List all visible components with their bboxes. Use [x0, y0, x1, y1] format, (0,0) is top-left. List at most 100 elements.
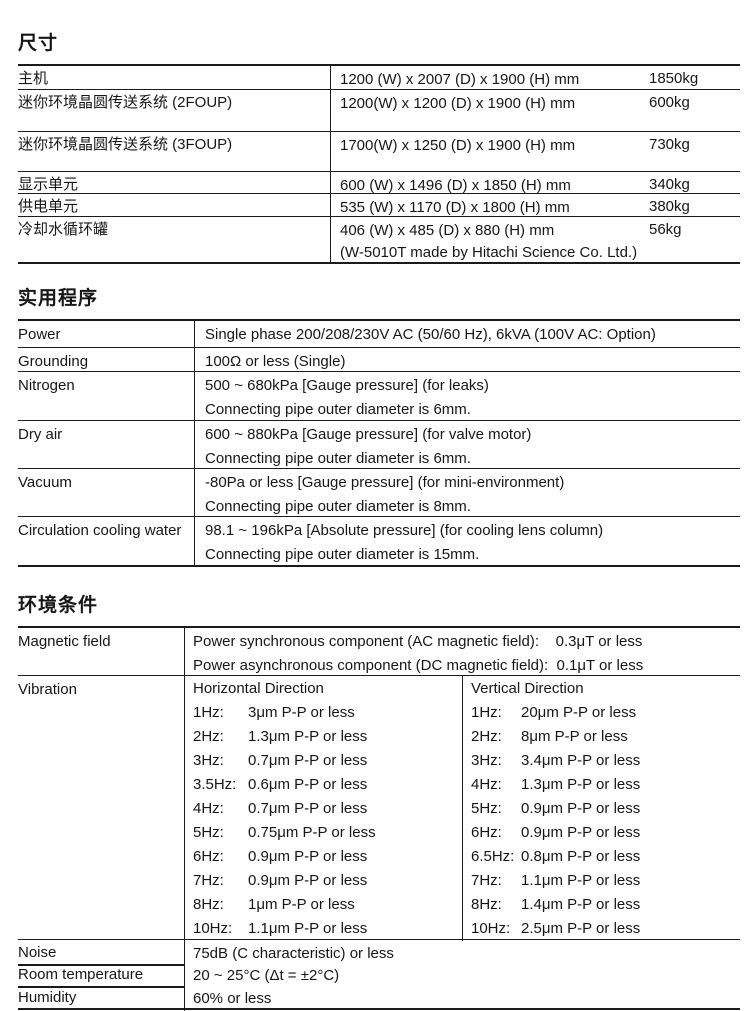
- humidity-row: Humidity 60% or less: [18, 985, 740, 1011]
- vibration-amplitude: 0.7μm P-P or less: [248, 752, 368, 769]
- dimension-size-text: 1200(W) x 1200 (D) x 1900 (H) mm: [340, 95, 576, 112]
- vibration-amplitude: 1.3μm P-P or less: [521, 776, 641, 793]
- utility-label: Grounding: [18, 348, 195, 374]
- vibration-value: Horizontal Direction 1Hz: 3μm P-P or less 2…: [185, 676, 740, 941]
- vibration-entry: 4Hz: 0.7μm P-P or less: [193, 797, 462, 821]
- dimension-row: 冷却水循环罐 406 (W) x 485 (D) x 880 (H) mm (W-5…: [18, 216, 740, 264]
- utility-row: Dry air 600 ~ 880kPa [Gauge pressure] (fo…: [18, 420, 740, 471]
- utility-value: Single phase 200/208/230V AC (50/60 Hz),…: [195, 321, 740, 347]
- magnetic-field-label: Magnetic field: [18, 628, 185, 678]
- dimension-label: 显示单元: [18, 172, 331, 197]
- dimension-size-text: 600 (W) x 1496 (D) x 1850 (H) mm: [340, 177, 571, 194]
- section-title-environment: 环境条件: [18, 595, 99, 616]
- vibration-direction-header: Horizontal Direction: [193, 680, 324, 697]
- dimension-row: 主机 1200 (W) x 2007 (D) x 1900 (H) mm 1850k…: [18, 66, 740, 91]
- utility-row: Vacuum -80Pa or less [Gauge pressure] (fo…: [18, 468, 740, 519]
- room-temperature-row: Room temperature 20 ~ 25°C (Δt = ±2°C): [18, 962, 740, 988]
- dimension-label: 供电单元: [18, 194, 331, 219]
- env-value: 75dB (C characteristic) or less: [185, 940, 740, 966]
- utility-label: Vacuum: [18, 469, 195, 519]
- utility-value: 100Ω or less (Single): [195, 348, 740, 374]
- vibration-entry: 5Hz: 0.9μm P-P or less: [471, 797, 740, 821]
- dimension-row: 迷你环境晶圆传送系统 (3FOUP) 1700(W) x 1250 (D) x 1…: [18, 131, 740, 171]
- vibration-frequency: 6Hz:: [193, 848, 224, 865]
- vibration-frequency: 6.5Hz:: [471, 848, 515, 865]
- vibration-frequency: 5Hz:: [471, 800, 502, 817]
- vibration-entry: 7Hz: 0.9μm P-P or less: [193, 869, 462, 893]
- utility-row: Circulation cooling water 98.1 ~ 196kPa […: [18, 516, 740, 567]
- utility-value-line: Connecting pipe outer diameter is 6mm.: [205, 401, 471, 418]
- vibration-amplitude: 1.3μm P-P or less: [248, 728, 368, 745]
- utility-value-line: -80Pa or less [Gauge pressure] (for mini…: [205, 474, 565, 491]
- env-value: 60% or less: [185, 985, 740, 1011]
- vibration-frequency: 2Hz:: [471, 728, 502, 745]
- dimension-weight: 380kg: [649, 198, 690, 215]
- vibration-amplitude: 8μm P-P or less: [521, 728, 628, 745]
- vibration-frequency: 1Hz:: [471, 704, 502, 721]
- utility-row: Power Single phase 200/208/230V AC (50/60…: [18, 321, 740, 347]
- vibration-entry: 3Hz: 0.7μm P-P or less: [193, 749, 462, 773]
- vibration-frequency: 10Hz:: [471, 920, 511, 937]
- noise-row: Noise 75dB (C characteristic) or less: [18, 939, 740, 966]
- dimension-weight: 1850kg: [649, 70, 699, 87]
- utility-value: 98.1 ~ 196kPa [Absolute pressure] (for c…: [195, 517, 740, 567]
- vibration-entry: 10Hz: 1.1μm P-P or less: [193, 917, 462, 941]
- dimension-row: 显示单元 600 (W) x 1496 (D) x 1850 (H) mm 340k…: [18, 171, 740, 197]
- vibration-frequency: 6Hz:: [471, 824, 502, 841]
- section-title-utilities: 实用程序: [18, 288, 99, 309]
- vibration-amplitude: 0.75μm P-P or less: [248, 824, 376, 841]
- vibration-frequency: 1Hz:: [193, 704, 224, 721]
- utility-label: Circulation cooling water: [18, 517, 195, 567]
- vibration-entry: 6Hz: 0.9μm P-P or less: [193, 845, 462, 869]
- vibration-amplitude: 0.6μm P-P or less: [248, 776, 368, 793]
- dimension-label: 主机: [18, 66, 331, 91]
- dimension-label: 迷你环境晶圆传送系统 (3FOUP): [18, 132, 331, 171]
- utility-value-line: 98.1 ~ 196kPa [Absolute pressure] (for c…: [205, 522, 604, 539]
- vibration-amplitude: 0.9μm P-P or less: [521, 824, 641, 841]
- utility-label: Nitrogen: [18, 372, 195, 422]
- dimension-size-text: 535 (W) x 1170 (D) x 1800 (H) mm: [340, 199, 570, 216]
- vibration-label: Vibration: [18, 676, 185, 941]
- utility-value-line: Connecting pipe outer diameter is 15mm.: [205, 546, 480, 563]
- utility-row: Nitrogen 500 ~ 680kPa [Gauge pressure] (f…: [18, 371, 740, 422]
- dimension-label: 冷却水循环罐: [18, 217, 331, 264]
- vibration-amplitude: 0.9μm P-P or less: [248, 872, 368, 889]
- vibration-amplitude: 2.5μm P-P or less: [521, 920, 641, 937]
- vibration-amplitude: 0.9μm P-P or less: [248, 848, 368, 865]
- vibration-amplitude: 3.4μm P-P or less: [521, 752, 641, 769]
- vibration-amplitude: 3μm P-P or less: [248, 704, 355, 721]
- vibration-entry: 7Hz: 1.1μm P-P or less: [471, 869, 740, 893]
- vibration-frequency: 4Hz:: [471, 776, 502, 793]
- utility-label: Dry air: [18, 421, 195, 471]
- magnetic-field-line: Power synchronous component (AC magnetic…: [193, 633, 643, 650]
- vibration-entry: 2Hz: 1.3μm P-P or less: [193, 725, 462, 749]
- vibration-amplitude: 0.8μm P-P or less: [521, 848, 641, 865]
- dimension-size: 1200(W) x 1200 (D) x 1900 (H) mm: [331, 90, 647, 131]
- section-title-dimensions: 尺寸: [18, 33, 59, 54]
- utilities-table: Power Single phase 200/208/230V AC (50/60…: [18, 319, 740, 567]
- dimension-size: 1200 (W) x 2007 (D) x 1900 (H) mm: [331, 66, 647, 91]
- vibration-amplitude: 0.7μm P-P or less: [248, 800, 368, 817]
- dimension-note: (W-5010T made by Hitachi Science Co. Ltd…: [340, 244, 638, 261]
- utility-value-line: 600 ~ 880kPa [Gauge pressure] (for valve…: [205, 426, 532, 443]
- vibration-frequency: 3.5Hz:: [193, 776, 237, 793]
- env-value: 20 ~ 25°C (Δt = ±2°C): [185, 962, 740, 988]
- vibration-frequency: 3Hz:: [193, 752, 224, 769]
- env-label: Noise: [18, 940, 185, 966]
- vibration-row: Vibration Horizontal Direction 1Hz: 3μm P-P…: [18, 675, 740, 941]
- dimension-row: 迷你环境晶圆传送系统 (2FOUP) 1200(W) x 1200 (D) x 1…: [18, 89, 740, 131]
- vibration-frequency: 8Hz:: [193, 896, 224, 913]
- environment-table: Magnetic field Power synchronous componen…: [18, 626, 740, 1011]
- utility-value-line: Connecting pipe outer diameter is 8mm.: [205, 498, 471, 515]
- vibration-horizontal-column: Horizontal Direction 1Hz: 3μm P-P or less 2…: [185, 676, 462, 941]
- utility-value-line: Connecting pipe outer diameter is 6mm.: [205, 450, 471, 467]
- dimension-size: 600 (W) x 1496 (D) x 1850 (H) mm: [331, 172, 647, 197]
- utility-value: 600 ~ 880kPa [Gauge pressure] (for valve…: [195, 421, 740, 471]
- magnetic-field-line: Power asynchronous component (DC magneti…: [193, 657, 644, 674]
- dimension-weight: 340kg: [649, 176, 690, 193]
- vibration-amplitude: 1.1μm P-P or less: [248, 920, 368, 937]
- vibration-amplitude: 0.9μm P-P or less: [521, 800, 641, 817]
- dimension-label: 迷你环境晶圆传送系统 (2FOUP): [18, 90, 331, 131]
- vibration-entry: 4Hz: 1.3μm P-P or less: [471, 773, 740, 797]
- vibration-direction-header: Vertical Direction: [471, 680, 584, 697]
